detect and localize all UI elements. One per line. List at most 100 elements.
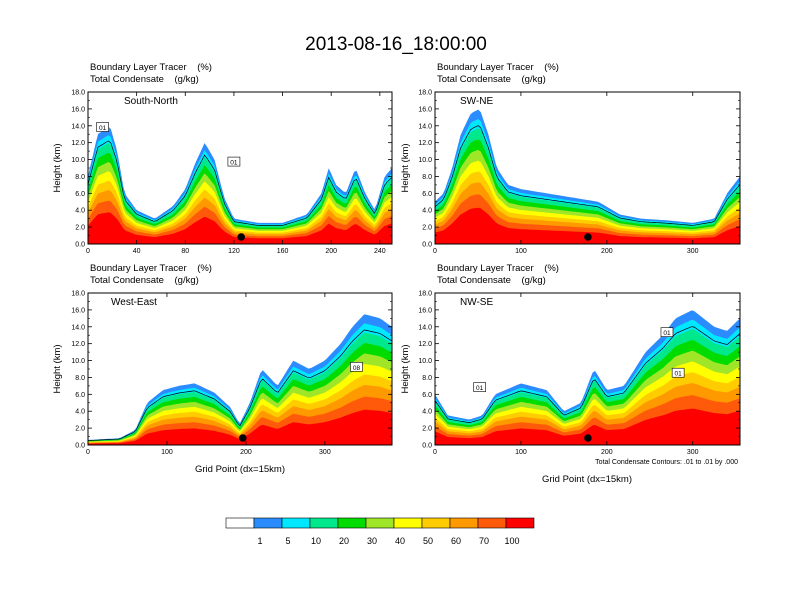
station-marker	[237, 233, 246, 241]
x-tick-label: 160	[277, 248, 289, 255]
x-tick-label: 200	[240, 449, 252, 456]
station-marker	[584, 434, 592, 442]
panel-tracer-title: Boundary Layer Tracer (%)	[90, 62, 212, 73]
panel-condensate-title: Total Condensate (g/kg)	[437, 74, 546, 85]
contour-label: 01	[230, 160, 238, 167]
tracer-band-100	[435, 408, 740, 445]
y-tick-label: 0.0	[75, 443, 85, 450]
x-tick-label: 300	[319, 449, 331, 456]
y-tick-label: 8.0	[422, 375, 432, 382]
y-tick-label: 6.0	[422, 191, 432, 198]
condensate-contour	[88, 140, 392, 226]
panel-label: NW-SE	[460, 297, 493, 308]
colorbar-swatch	[365, 517, 395, 529]
y-tick-label: 10.0	[71, 157, 85, 164]
y-tick-label: 16.0	[418, 106, 432, 113]
tracer-shading	[88, 126, 392, 244]
panel-west-east: Boundary Layer Tracer (%) Total Condensa…	[52, 263, 393, 475]
y-tick-label: 0.0	[422, 443, 432, 450]
y-tick-label: 6.0	[75, 392, 85, 399]
colorbar-label: 100	[504, 536, 519, 546]
x-tick-label: 100	[515, 248, 527, 255]
y-tick-label: 8.0	[75, 375, 85, 382]
colorbar-swatch	[225, 517, 255, 529]
colorbar-swatch	[477, 517, 507, 529]
contour-label-box	[671, 367, 685, 378]
contour-label: 01	[476, 385, 484, 392]
colorbar-swatch	[309, 517, 339, 529]
x-tick-label: 80	[181, 248, 189, 255]
colorbar-label: 20	[339, 536, 349, 546]
x-axis-title: Grid Point (dx=15km)	[542, 474, 632, 485]
panel-label: SW-NE	[460, 96, 493, 107]
x-tick-label: 100	[515, 449, 527, 456]
station-marker	[238, 434, 247, 442]
y-tick-label: 10.0	[418, 358, 432, 365]
label-background	[457, 93, 497, 107]
colorbar: 1 5 10 20 30 40 50 60 70 100	[225, 517, 535, 546]
contour-label-box	[660, 327, 674, 337]
station-marker	[584, 233, 592, 241]
contour-label-box	[350, 362, 363, 372]
y-tick-label: 4.0	[75, 409, 85, 416]
y-tick-label: 0.0	[75, 242, 85, 249]
colorbar-label: 50	[423, 536, 433, 546]
y-tick-label: 18.0	[71, 90, 85, 97]
colorbar-label: 70	[479, 536, 489, 546]
y-tick-label: 16.0	[418, 307, 432, 314]
contour-label: 01	[99, 125, 107, 132]
y-tick-label: 4.0	[422, 409, 432, 416]
y-tick-label: 10.0	[418, 157, 432, 164]
colorbar-label: 1	[257, 536, 262, 546]
colorbar-label: 30	[367, 536, 377, 546]
y-axis-title: Height (km)	[400, 143, 411, 192]
colorbar-swatch	[253, 517, 283, 529]
panel-label: West-East	[111, 297, 157, 308]
condensate-contour	[435, 125, 740, 226]
colorbar-label: 5	[285, 536, 290, 546]
contour-info-note: Total Condensate Contours: .01 to .01 by…	[595, 459, 738, 466]
contour-label: 01	[663, 330, 671, 337]
panel-south-north: Boundary Layer Tracer (%) Total Condensa…	[52, 62, 393, 255]
colorbar-label: 60	[451, 536, 461, 546]
condensate-contour	[88, 329, 392, 441]
tracer-shading	[88, 314, 392, 445]
x-tick-label: 200	[325, 248, 337, 255]
tracer-shading	[435, 109, 740, 244]
panel-tracer-title: Boundary Layer Tracer (%)	[90, 263, 212, 274]
y-tick-label: 14.0	[71, 123, 85, 130]
contour-label-box	[227, 156, 241, 167]
y-tick-label: 16.0	[71, 307, 85, 314]
y-tick-label: 14.0	[418, 324, 432, 331]
y-tick-label: 12.0	[418, 140, 432, 147]
panel-tracer-title: Boundary Layer Tracer (%)	[437, 263, 559, 274]
x-tick-label: 240	[374, 248, 386, 255]
y-tick-label: 16.0	[71, 106, 85, 113]
x-tick-label: 200	[601, 449, 613, 456]
figure-title: 2013-08-16_18:00:00	[305, 34, 487, 55]
panel-condensate-title: Total Condensate (g/kg)	[437, 275, 546, 286]
y-tick-label: 8.0	[422, 174, 432, 181]
colorbar-swatch	[421, 517, 451, 529]
tracer-shading	[435, 310, 740, 445]
y-tick-label: 0.0	[422, 242, 432, 249]
y-tick-label: 10.0	[71, 358, 85, 365]
y-axis-title: Height (km)	[52, 143, 63, 192]
contour-label: 01	[675, 371, 683, 378]
colorbar-swatch	[505, 517, 535, 529]
tracer-band-100	[435, 207, 740, 244]
tracer-band-100	[88, 409, 392, 445]
panel-tracer-title: Boundary Layer Tracer (%)	[437, 62, 559, 73]
y-tick-label: 4.0	[75, 208, 85, 215]
tracer-band-100	[88, 212, 392, 244]
y-tick-label: 12.0	[71, 341, 85, 348]
y-tick-label: 4.0	[422, 208, 432, 215]
colorbar-swatch	[337, 517, 367, 529]
contour-label-box	[96, 122, 109, 132]
y-tick-label: 6.0	[75, 191, 85, 198]
y-axis-title: Height (km)	[400, 344, 411, 393]
x-tick-label: 0	[86, 449, 90, 456]
x-tick-label: 300	[687, 449, 699, 456]
y-tick-label: 18.0	[418, 291, 432, 298]
panel-condensate-title: Total Condensate (g/kg)	[90, 74, 199, 85]
